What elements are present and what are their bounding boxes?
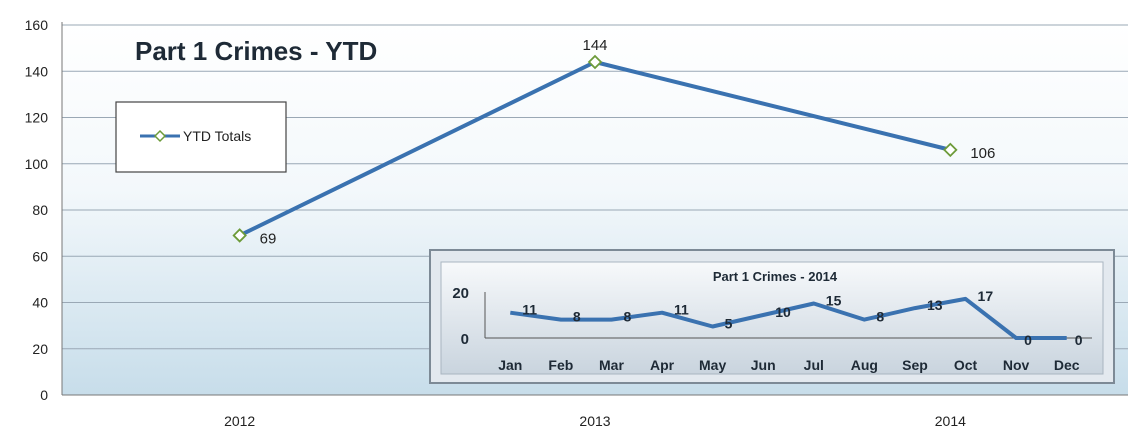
inset-x-tick-label: Oct: [954, 357, 978, 373]
y-tick-label: 120: [25, 110, 49, 126]
data-label: 144: [582, 37, 607, 54]
main-series: 69 144 106: [232, 37, 995, 247]
data-label: 69: [260, 230, 277, 247]
inset-data-label: 11: [522, 302, 537, 318]
inset-data-label: 17: [978, 288, 994, 304]
inset-data-label: 13: [927, 297, 943, 313]
inset-y-tick-label: 20: [452, 285, 469, 302]
inset-chart-title: Part 1 Crimes - 2014: [713, 269, 838, 284]
inset-x-tick-label: Dec: [1054, 357, 1080, 373]
inset-data-label: 10: [775, 304, 791, 320]
y-tick-label: 20: [32, 341, 48, 357]
inset-data-label: 0: [1024, 332, 1032, 348]
data-point-marker: [587, 54, 603, 70]
inset-x-tick-label: Sep: [902, 357, 928, 373]
x-tick-label: 2013: [579, 413, 610, 429]
inset-data-label: 8: [573, 309, 581, 325]
main-x-axis: 2012 2013 2014: [224, 413, 966, 429]
inset-x-tick-label: Mar: [599, 357, 624, 373]
inset-data-label: 11: [674, 302, 689, 318]
main-chart-title: Part 1 Crimes - YTD: [135, 36, 377, 66]
legend-marker-icon: [153, 129, 167, 143]
inset-data-label: 8: [876, 309, 884, 325]
inset-x-tick-label: May: [699, 357, 726, 373]
main-legend: YTD Totals: [115, 101, 287, 173]
y-tick-label: 140: [25, 63, 49, 79]
inset-x-tick-label: Jan: [498, 357, 522, 373]
inset-axes: 0 20 Jan Feb Mar Apr May Jun Jul Aug Sep Oct Nov Dec: [452, 285, 1092, 373]
y-tick-label: 100: [25, 156, 49, 172]
inset-x-tick-label: Jul: [804, 357, 824, 373]
inset-y-tick-label: 0: [461, 331, 469, 348]
x-tick-label: 2012: [224, 413, 255, 429]
inset-x-tick-label: Jun: [751, 357, 776, 373]
x-tick-label: 2014: [935, 413, 966, 429]
y-tick-label: 60: [32, 248, 48, 264]
inset-series-line: [510, 296, 1067, 340]
inset-x-tick-label: Nov: [1003, 357, 1030, 373]
y-tick-label: 160: [25, 17, 49, 33]
inset-data-label: 0: [1075, 332, 1083, 348]
y-tick-label: 40: [32, 295, 48, 311]
inset-chart: Part 1 Crimes - 2014 0 20 Jan Feb Mar Apr May J…: [429, 249, 1115, 384]
data-point-marker: [232, 228, 247, 243]
inset-data-label: 8: [623, 309, 631, 325]
inset-x-tick-label: Aug: [851, 357, 878, 373]
inset-x-tick-label: Apr: [650, 357, 675, 373]
y-tick-label: 0: [40, 387, 48, 403]
data-point-marker: [943, 142, 958, 158]
inset-data-label: 5: [725, 316, 733, 332]
inset-data-label: 15: [826, 293, 842, 309]
legend-label: YTD Totals: [183, 128, 251, 144]
y-tick-label: 80: [32, 202, 48, 218]
inset-x-tick-label: Feb: [548, 357, 573, 373]
inset-series: 11 8 8 11 5 10 15 8 13 17 0 0: [510, 288, 1083, 348]
data-label: 106: [970, 145, 995, 162]
